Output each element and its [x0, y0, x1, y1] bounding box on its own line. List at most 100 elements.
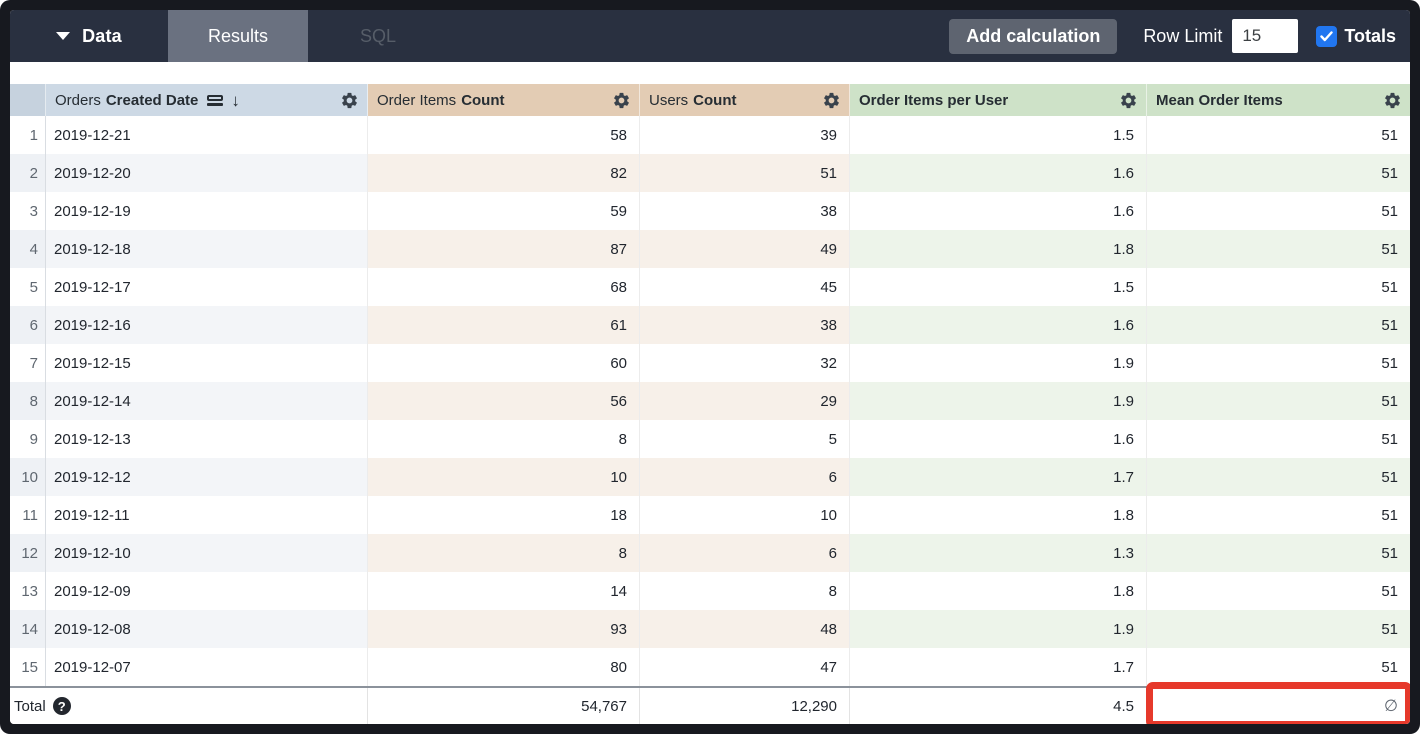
add-calculation-button[interactable]: Add calculation [949, 18, 1118, 54]
cell-order-items-per-user[interactable]: 1.3 [850, 534, 1147, 572]
cell-users-count[interactable]: 8 [640, 572, 850, 610]
cell-mean-order-items[interactable]: 51 [1147, 154, 1410, 192]
cell-mean-order-items[interactable]: 51 [1147, 306, 1410, 344]
cell-order-items-per-user[interactable]: 1.5 [850, 116, 1147, 154]
cell-order-items-count[interactable]: 68 [368, 268, 640, 306]
cell-order-items-count[interactable]: 10 [368, 458, 640, 496]
cell-orders-created-date[interactable]: 2019-12-17 [46, 268, 368, 306]
header-users-count[interactable]: Users Count [640, 84, 850, 116]
cell-orders-created-date[interactable]: 2019-12-13 [46, 420, 368, 458]
header-orders-created-date[interactable]: Orders Created Date ↓ [46, 84, 368, 116]
cell-order-items-count[interactable]: 61 [368, 306, 640, 344]
cell-order-items-count[interactable]: 58 [368, 116, 640, 154]
cell-order-items-count[interactable]: 14 [368, 572, 640, 610]
cell-orders-created-date[interactable]: 2019-12-07 [46, 648, 368, 686]
gear-icon[interactable] [612, 91, 631, 110]
cell-order-items-per-user[interactable]: 1.8 [850, 572, 1147, 610]
cell-mean-order-items[interactable]: 51 [1381, 430, 1398, 448]
cell-order-items-count[interactable]: 80 [368, 648, 640, 686]
cell-mean-order-items[interactable]: 51 [1381, 506, 1398, 524]
cell-orders-created-date[interactable]: 2019-12-18 [46, 230, 368, 268]
cell-orders-created-date[interactable]: 2019-12-14 [46, 382, 368, 420]
header-mean-order-items[interactable]: Mean Order Items [1147, 84, 1410, 116]
cell-order-items-count[interactable]: 82 [368, 154, 640, 192]
gear-icon[interactable] [1119, 91, 1138, 110]
data-section-toggle[interactable]: Data [10, 10, 168, 62]
cell-mean-order-items[interactable]: 51 [1147, 458, 1410, 496]
cell-users-count[interactable]: 51 [640, 154, 850, 192]
cell-order-items-count[interactable]: 56 [368, 382, 640, 420]
cell-orders-created-date[interactable]: 2019-12-11 [46, 496, 368, 534]
cell-orders-created-date[interactable]: 2019-12-20 [46, 154, 368, 192]
cell-order-items-per-user[interactable]: 1.9 [850, 382, 1147, 420]
total-users-count[interactable]: 12,290 [640, 688, 850, 724]
cell-order-items-count[interactable]: 18 [368, 496, 640, 534]
cell-mean-order-items[interactable]: 51 [1381, 658, 1398, 676]
cell-order-items-per-user[interactable]: 1.9 [850, 344, 1147, 382]
cell-orders-created-date[interactable]: 2019-12-12 [46, 458, 368, 496]
help-icon[interactable]: ? [52, 697, 71, 715]
cell-users-count[interactable]: 47 [640, 648, 850, 686]
cell-mean-order-items[interactable]: 51 [1147, 382, 1410, 420]
tab-results[interactable]: Results [168, 10, 308, 62]
cell-order-items-per-user[interactable]: 1.7 [850, 648, 1147, 686]
cell-users-count[interactable]: 45 [640, 268, 850, 306]
cell-order-items-per-user[interactable]: 1.6 [850, 154, 1147, 192]
cell-order-items-count[interactable]: 59 [368, 192, 640, 230]
cell-users-count[interactable]: 29 [640, 382, 850, 420]
gear-icon[interactable] [822, 91, 841, 110]
cell-mean-order-items[interactable]: 51 [1147, 534, 1410, 572]
cell-order-items-per-user[interactable]: 1.8 [850, 496, 1147, 534]
tab-sql[interactable]: SQL [308, 10, 448, 62]
cell-users-count[interactable]: 38 [640, 306, 850, 344]
cell-users-count[interactable]: 39 [640, 116, 850, 154]
cell-order-items-per-user[interactable]: 1.5 [850, 268, 1147, 306]
cell-mean-order-items[interactable]: 51 [1147, 610, 1410, 648]
cell-order-items-per-user[interactable]: 1.6 [850, 306, 1147, 344]
cell-users-count[interactable]: 49 [640, 230, 850, 268]
cell-orders-created-date[interactable]: 2019-12-21 [46, 116, 368, 154]
cell-order-items-count[interactable]: 87 [368, 230, 640, 268]
totals-toggle[interactable]: Totals [1316, 25, 1396, 47]
cell-orders-created-date[interactable]: 2019-12-19 [46, 192, 368, 230]
cell-users-count[interactable]: 32 [640, 344, 850, 382]
row-number: 2 [10, 154, 46, 192]
total-order-items-count[interactable]: 54,767 [368, 688, 640, 724]
table-row: 15 2019-12-07 80 47 1.7 51 [10, 648, 1410, 686]
cell-order-items-per-user[interactable]: 1.8 [850, 230, 1147, 268]
cell-users-count[interactable]: 6 [640, 458, 850, 496]
cell-order-items-per-user[interactable]: 1.7 [850, 458, 1147, 496]
cell-mean-order-items[interactable]: 51 [1381, 126, 1398, 144]
cell-mean-order-items[interactable]: 51 [1381, 354, 1398, 372]
cell-orders-created-date[interactable]: 2019-12-09 [46, 572, 368, 610]
total-order-items-per-user[interactable]: 4.5 [850, 688, 1147, 724]
cell-orders-created-date[interactable]: 2019-12-16 [46, 306, 368, 344]
cell-order-items-count[interactable]: 60 [368, 344, 640, 382]
total-mean-order-items: ∅ [1146, 682, 1410, 724]
cell-mean-order-items[interactable]: 51 [1381, 278, 1398, 296]
row-number: 6 [10, 306, 46, 344]
cell-order-items-count[interactable]: 8 [368, 534, 640, 572]
cell-order-items-per-user[interactable]: 1.9 [850, 610, 1147, 648]
cell-order-items-per-user[interactable]: 1.6 [850, 192, 1147, 230]
row-limit-input[interactable] [1232, 19, 1299, 53]
cell-mean-order-items[interactable]: 51 [1381, 202, 1398, 220]
totals-checkbox[interactable] [1316, 25, 1338, 47]
gear-icon[interactable] [340, 91, 359, 110]
cell-users-count[interactable]: 48 [640, 610, 850, 648]
cell-order-items-count[interactable]: 93 [368, 610, 640, 648]
cell-order-items-per-user[interactable]: 1.6 [850, 420, 1147, 458]
cell-mean-order-items[interactable]: 51 [1147, 230, 1410, 268]
header-order-items-count[interactable]: Order Items Count [368, 84, 640, 116]
cell-users-count[interactable]: 6 [640, 534, 850, 572]
cell-orders-created-date[interactable]: 2019-12-15 [46, 344, 368, 382]
cell-orders-created-date[interactable]: 2019-12-10 [46, 534, 368, 572]
cell-mean-order-items[interactable]: 51 [1381, 582, 1398, 600]
cell-order-items-count[interactable]: 8 [368, 420, 640, 458]
cell-users-count[interactable]: 38 [640, 192, 850, 230]
cell-users-count[interactable]: 5 [640, 420, 850, 458]
header-order-items-per-user[interactable]: Order Items per User [850, 84, 1147, 116]
cell-orders-created-date[interactable]: 2019-12-08 [46, 610, 368, 648]
gear-icon[interactable] [1383, 91, 1402, 110]
cell-users-count[interactable]: 10 [640, 496, 850, 534]
